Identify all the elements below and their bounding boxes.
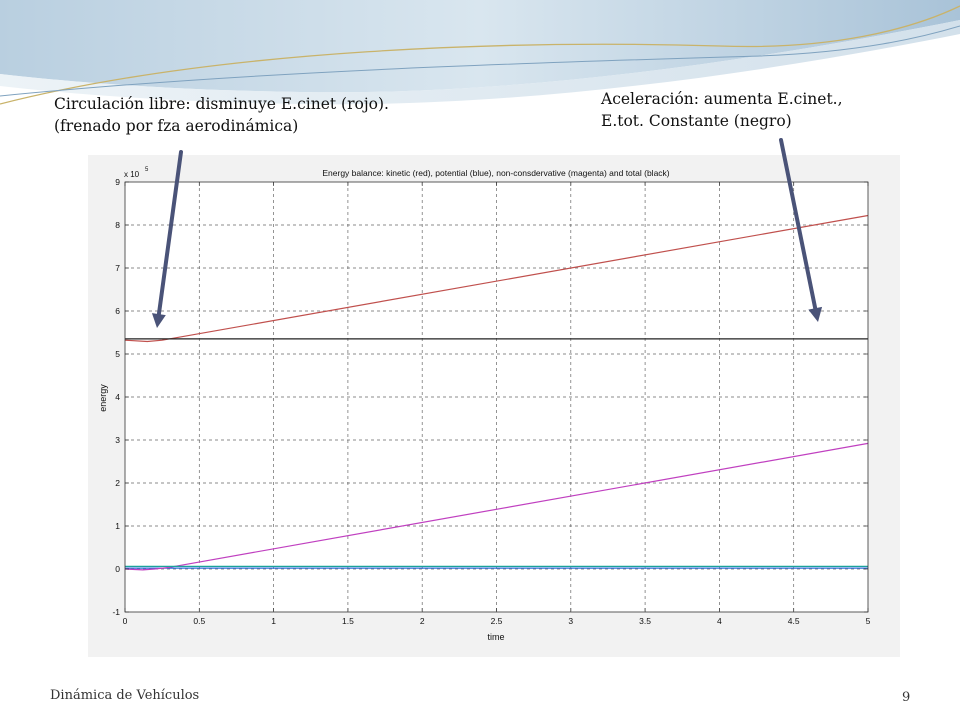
y-tick-label: 8	[115, 220, 120, 230]
arrow-head	[808, 306, 823, 322]
annotation-free-circulation: Circulación libre: disminuye E.cinet (ro…	[54, 93, 389, 137]
slide-header-swoosh	[0, 0, 960, 105]
swoosh-band-light	[0, 20, 960, 105]
x-tick-label: 2.5	[491, 616, 503, 626]
series-line-non-consdervative	[124, 442, 869, 571]
footer-title: Dinámica de Vehículos	[50, 688, 200, 703]
y-axis-multiplier: x 10	[124, 170, 140, 179]
chart-title: Energy balance: kinetic (red), potential…	[322, 168, 669, 178]
grid-lines	[125, 182, 868, 612]
y-tick-label: 9	[115, 177, 120, 187]
arrow-shaft	[156, 150, 183, 317]
y-tick-label: 3	[115, 435, 120, 445]
chart-series	[124, 214, 869, 571]
swoosh-line-blue	[0, 25, 960, 97]
x-tick-label: 1	[271, 616, 276, 626]
x-tick-label: 4.5	[788, 616, 800, 626]
arrow-shaft	[779, 138, 818, 311]
annotation-right-line1: Aceleración: aumenta E.cinet.,	[601, 90, 843, 108]
arrow-right-icon	[779, 138, 823, 322]
annotation-right-line2: E.tot. Constante (negro)	[601, 112, 792, 130]
x-tick-label: 2	[420, 616, 425, 626]
x-tick-label: 0	[123, 616, 128, 626]
x-tick-label: 3	[568, 616, 573, 626]
annotation-acceleration: Aceleración: aumenta E.cinet., E.tot. Co…	[601, 88, 843, 132]
x-tick-label: 0.5	[193, 616, 205, 626]
y-tick-label: 6	[115, 306, 120, 316]
arrow-head	[151, 313, 166, 328]
y-tick-label: 1	[115, 521, 120, 531]
y-tick-label: 2	[115, 478, 120, 488]
annotation-left-line2: (frenado por fza aerodinámica)	[54, 117, 299, 135]
y-tick-label: 4	[115, 392, 120, 402]
y-axis-label: energy	[98, 384, 108, 412]
arrow-left-icon	[151, 150, 183, 328]
annotation-left-line1: Circulación libre: disminuye E.cinet (ro…	[54, 95, 389, 113]
x-tick-label: 1.5	[342, 616, 354, 626]
x-tick-label: 5	[866, 616, 871, 626]
x-tick-label: 3.5	[639, 616, 651, 626]
y-tick-label: -1	[112, 607, 120, 617]
y-axis-exponent: 5	[145, 167, 149, 173]
page-number: 9	[902, 690, 911, 705]
y-tick-label: 5	[115, 349, 120, 359]
annotation-arrows	[151, 138, 823, 328]
x-axis-label: time	[487, 632, 504, 642]
y-tick-label: 0	[115, 564, 120, 574]
series-line-kinetic	[124, 214, 869, 343]
swoosh-line-gold	[0, 5, 960, 105]
y-tick-label: 7	[115, 263, 120, 273]
x-tick-label: 4	[717, 616, 722, 626]
